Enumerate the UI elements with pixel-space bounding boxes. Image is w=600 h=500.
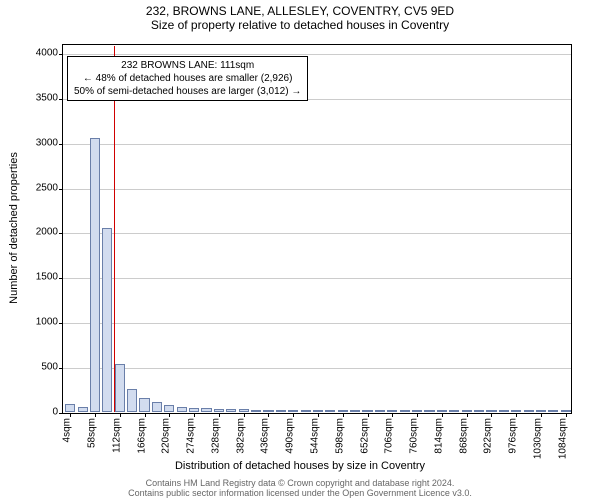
x-tick-label: 652sqm [359,418,370,454]
x-tick-label: 112sqm [111,418,122,453]
histogram-bar [387,410,397,412]
annotation-line: 50% of semi-detached houses are larger (… [74,85,301,98]
histogram-bar [177,407,187,412]
gridline [63,368,571,369]
histogram-bar [462,410,472,412]
x-tick-label: 274sqm [186,418,197,454]
x-tick-label: 544sqm [310,418,321,454]
x-tick-label: 598sqm [334,418,345,454]
y-tick-label: 1500 [36,272,58,283]
histogram-bar [127,389,137,412]
page-title-line2: Size of property relative to detached ho… [0,18,600,32]
x-tick-label: 814sqm [433,418,444,454]
histogram-bar [412,410,422,412]
histogram-bar [115,364,125,412]
y-tick-label: 3000 [36,137,58,148]
y-tick-label: 2000 [36,227,58,238]
histogram-bar [263,410,273,412]
histogram-bar [78,407,88,412]
histogram-bar [214,409,224,412]
gridline [63,189,571,190]
x-tick-label: 922sqm [483,418,494,454]
y-axis-label: Number of detached properties [8,152,20,304]
gridline [63,323,571,324]
gridline [63,233,571,234]
histogram-bar [65,404,75,412]
x-tick-label: 1030sqm [533,418,544,459]
annotation-line: 232 BROWNS LANE: 111sqm [74,59,301,72]
histogram-bar [424,410,434,412]
gridline [63,144,571,145]
histogram-bar [524,410,534,412]
histogram-bar [239,409,249,412]
page-title-line1: 232, BROWNS LANE, ALLESLEY, COVENTRY, CV… [0,4,600,18]
histogram-bar [288,410,298,412]
histogram-bar [139,398,149,412]
gridline [63,54,571,55]
histogram-bar [362,410,372,412]
histogram-bar [499,410,509,412]
footer-line1: Contains HM Land Registry data © Crown c… [0,478,600,488]
y-tick-label: 4000 [36,47,58,58]
histogram-bar [276,410,286,412]
histogram-bar [338,410,348,412]
histogram-bar [375,410,385,412]
x-tick-label: 166sqm [136,418,147,454]
footer-line2: Contains public sector information licen… [0,488,600,498]
histogram-chart: 232 BROWNS LANE: 111sqm← 48% of detached… [62,44,572,414]
x-tick-label: 1084sqm [557,418,568,459]
histogram-bar [474,410,484,412]
y-tick-label: 1000 [36,317,58,328]
x-tick-label: 4sqm [62,418,73,442]
histogram-bar [561,410,571,412]
y-tick-label: 3500 [36,92,58,103]
histogram-bar [511,410,521,412]
x-tick-label: 58sqm [86,418,97,448]
x-axis-label: Distribution of detached houses by size … [0,460,600,472]
annotation-box: 232 BROWNS LANE: 111sqm← 48% of detached… [67,56,308,101]
histogram-bar [251,410,261,412]
x-tick-label: 760sqm [409,418,420,454]
histogram-bar [201,408,211,412]
histogram-bar [437,410,447,412]
annotation-line: ← 48% of detached houses are smaller (2,… [74,72,301,85]
y-tick-label: 500 [41,362,58,373]
histogram-bar [449,410,459,412]
histogram-bar [152,402,162,412]
histogram-bar [313,410,323,412]
histogram-bar [400,410,410,412]
x-tick-label: 328sqm [210,418,221,454]
x-tick-label: 976sqm [508,418,519,454]
histogram-bar [189,408,199,412]
histogram-bar [548,410,558,412]
histogram-bar [486,410,496,412]
x-tick-label: 436sqm [260,418,271,454]
y-tick-label: 2500 [36,182,58,193]
y-tick-label: 0 [52,407,58,418]
histogram-bar [301,410,311,412]
x-tick-label: 220sqm [161,418,172,454]
histogram-bar [164,405,174,412]
histogram-bar [350,410,360,412]
x-tick-label: 868sqm [458,418,469,454]
x-tick-label: 706sqm [384,418,395,454]
histogram-bar [325,410,335,412]
histogram-bar [536,410,546,412]
histogram-bar [226,409,236,412]
gridline [63,278,571,279]
x-tick-label: 382sqm [235,418,246,454]
histogram-bar [102,228,112,412]
histogram-bar [90,138,100,412]
x-tick-label: 490sqm [285,418,296,454]
